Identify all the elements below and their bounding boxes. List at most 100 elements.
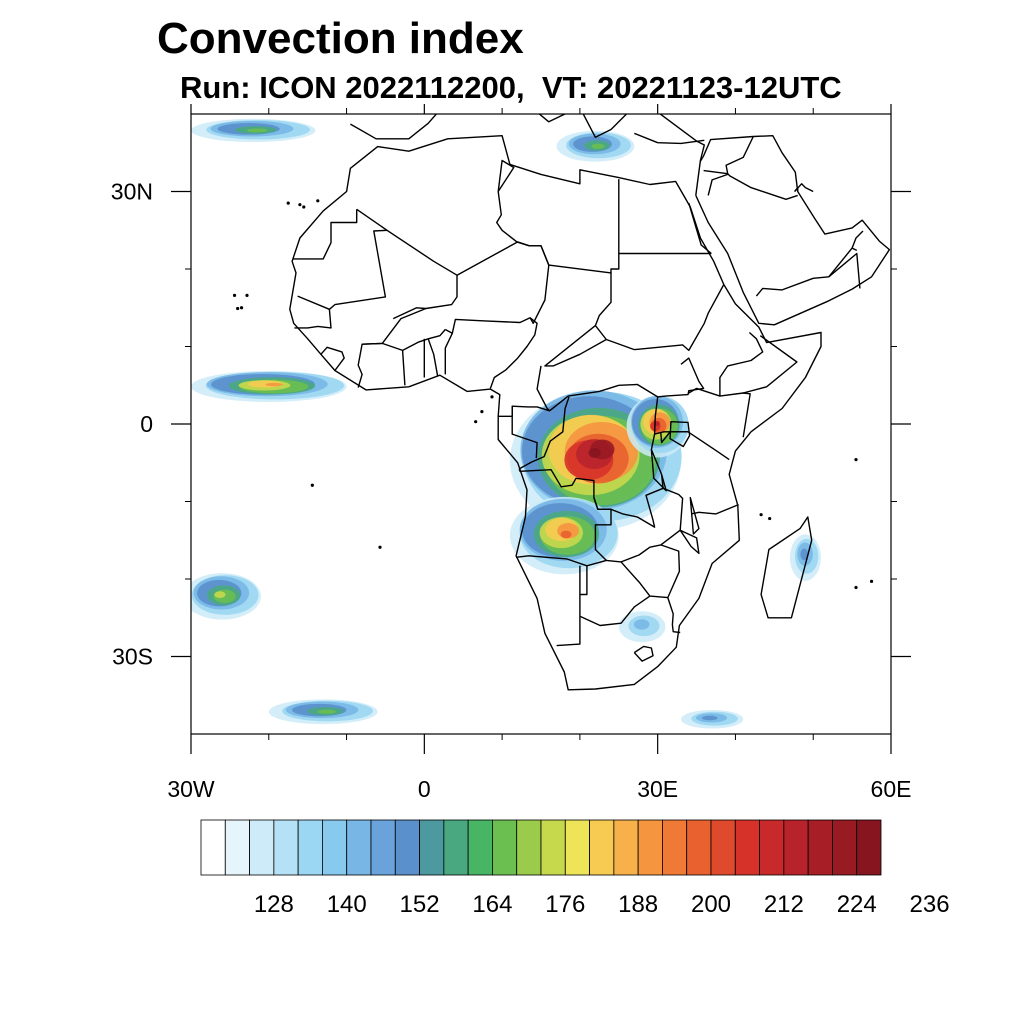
country-border	[536, 357, 705, 412]
colorbar-swatch	[249, 819, 275, 876]
colorbar-swatch	[419, 819, 445, 876]
country-border	[392, 307, 426, 320]
country-border	[725, 136, 754, 174]
country-border	[294, 309, 332, 329]
convection-region-south-africa-east	[618, 611, 666, 643]
island-marker	[869, 579, 874, 583]
country-border	[579, 595, 651, 627]
convection-region-atlantic-itcz	[191, 370, 347, 402]
country-border	[489, 317, 538, 389]
colorbar-swatch	[492, 819, 518, 876]
country-border	[719, 331, 764, 397]
colorbar-label: 152	[400, 891, 440, 918]
country-border	[828, 247, 858, 278]
y-tick-label: 0	[140, 411, 153, 437]
colorbar: 128 140 152 164 176 188 200 212 224 236	[200, 819, 950, 918]
colorbar-label: 140	[327, 891, 367, 918]
lake-tanganyika	[650, 448, 667, 492]
turkey-south	[634, 132, 705, 145]
colorbar-label: 224	[837, 891, 877, 918]
convection-region-north-atlantic	[191, 118, 316, 143]
colorbar-swatch	[832, 819, 858, 876]
country-border	[594, 272, 725, 352]
island-marker	[316, 199, 320, 203]
island-marker	[298, 203, 302, 207]
country-border	[633, 645, 654, 662]
country-border	[755, 252, 861, 297]
africa-coastline	[289, 135, 822, 691]
colorbar-label: 200	[691, 891, 731, 918]
island-marker	[768, 516, 772, 521]
island-marker	[759, 513, 763, 517]
country-border	[679, 529, 700, 555]
country-border	[703, 169, 798, 200]
contour-fill	[702, 715, 718, 721]
country-border	[667, 597, 681, 634]
country-border	[690, 503, 739, 515]
colorbar-swatch	[783, 819, 809, 876]
colorbar-swatch	[759, 819, 785, 876]
country-border	[593, 474, 664, 528]
country-border	[707, 173, 728, 196]
country-border	[427, 338, 439, 377]
country-border	[556, 565, 581, 647]
colorbar-swatch	[370, 819, 396, 876]
colorbar-label: 176	[545, 891, 585, 918]
island-marker	[286, 201, 290, 205]
convection-region-south-atlantic-2	[268, 699, 378, 725]
island-marker	[239, 306, 244, 310]
colorbar-label: 188	[618, 891, 658, 918]
contour-fill	[588, 447, 601, 458]
x-tick-label: 30E	[637, 776, 678, 802]
contour-fill	[214, 591, 226, 598]
colorbar-swatch	[613, 819, 639, 876]
colorbar-swatch	[734, 819, 760, 876]
page-subtitle: Run: ICON 2022112200, VT: 20221123-12UTC	[180, 70, 842, 105]
colorbar-swatch	[224, 819, 250, 876]
country-border	[320, 346, 345, 371]
colorbar-swatch	[686, 819, 712, 876]
page-title: Convection index	[157, 14, 524, 63]
country-border	[518, 396, 570, 470]
island-marker	[245, 293, 249, 297]
y-tick-label: 30S	[112, 644, 153, 670]
country-border	[401, 350, 406, 386]
island-marker	[310, 483, 314, 487]
country-border	[357, 342, 403, 388]
colorbar-swatch	[200, 819, 226, 876]
x-tick-label: 0	[418, 776, 431, 802]
colorbar-label: 128	[254, 891, 294, 918]
convection-region-east-africa-lakes	[626, 395, 689, 458]
colorbar-swatch	[807, 819, 833, 876]
y-tick-label: 30N	[111, 179, 153, 205]
country-border	[297, 229, 388, 310]
colorbar-label: 212	[764, 891, 804, 918]
country-border	[496, 159, 518, 243]
country-border	[444, 333, 453, 375]
contour-fill	[317, 709, 336, 714]
island-marker	[474, 420, 478, 424]
country-border	[516, 179, 620, 274]
island-marker	[236, 306, 240, 311]
island-marker	[854, 458, 858, 462]
island-marker	[490, 395, 494, 399]
colorbar-swatch	[322, 819, 348, 876]
colorbar-swatch	[346, 819, 372, 876]
country-border	[688, 202, 712, 255]
x-tick-label: 30W	[167, 776, 215, 802]
convection-region-southeast-ocean	[681, 709, 744, 729]
contour-fill	[591, 143, 605, 149]
colorbar-swatch	[856, 819, 882, 876]
colorbar-label: 164	[472, 891, 512, 918]
convection-region-angola-zambia	[509, 496, 619, 575]
x-tick-label: 60E	[871, 776, 912, 802]
convection-region-south-atlantic	[191, 573, 261, 620]
convection-region-central-africa	[509, 390, 682, 531]
country-border	[650, 396, 659, 450]
colorbar-swatch	[662, 819, 688, 876]
convection-field	[191, 118, 821, 729]
island-marker	[302, 205, 306, 209]
colorbar-label: 236	[910, 891, 950, 918]
colorbar-swatch	[394, 819, 420, 876]
